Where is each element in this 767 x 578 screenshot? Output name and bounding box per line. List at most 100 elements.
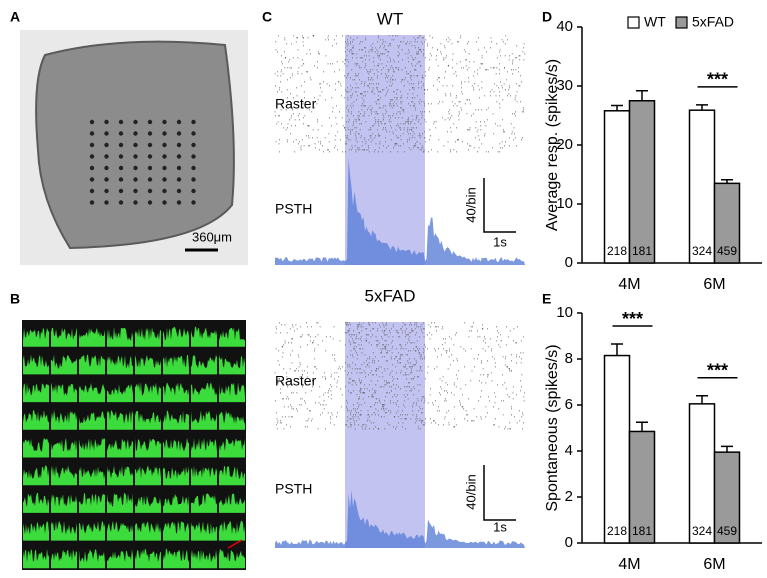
trace [135, 495, 161, 513]
trace [107, 383, 133, 403]
n-label: 324 [692, 244, 712, 258]
trace [135, 438, 161, 458]
error-bar [696, 395, 708, 404]
trace [51, 409, 77, 430]
trace [219, 520, 245, 541]
trace [23, 520, 49, 541]
electrode [191, 177, 196, 182]
electrode [104, 177, 109, 182]
trace [23, 492, 49, 513]
error-bar [611, 343, 623, 356]
trace [135, 465, 161, 486]
trace [107, 549, 133, 569]
trace [79, 327, 105, 347]
trace [163, 355, 189, 375]
bar [688, 109, 716, 264]
electrode [118, 131, 124, 136]
electrode [118, 119, 124, 125]
electrode [118, 142, 124, 148]
bar [603, 354, 631, 544]
trace [51, 437, 77, 458]
trace [107, 465, 133, 486]
trace [163, 437, 189, 458]
electrode [147, 188, 153, 194]
electrode [162, 142, 167, 148]
trace [219, 382, 245, 403]
bar [688, 403, 716, 544]
trace [107, 493, 133, 513]
y-tick-label: 10 [556, 195, 573, 212]
bar [713, 451, 741, 544]
panel-label: D [542, 9, 552, 25]
electrode [147, 200, 153, 205]
electrode [118, 188, 124, 194]
y-tick-label: 40 [556, 18, 573, 35]
trace [135, 355, 161, 375]
raster-ticks [274, 322, 525, 430]
trace [23, 354, 49, 375]
electrode [191, 131, 196, 136]
panel-label: A [10, 9, 20, 25]
electrode [118, 200, 124, 205]
significance-label: *** [622, 309, 643, 329]
trace [219, 438, 245, 458]
trace [191, 382, 217, 403]
trace [107, 355, 133, 375]
error-bar [721, 179, 733, 184]
y-axis-label: Average resp. (spikes/s) [544, 59, 561, 231]
trace [163, 520, 189, 541]
significance-label: *** [707, 361, 728, 381]
y-tick-label: 4 [565, 442, 573, 459]
electrode [104, 142, 109, 148]
electrode [133, 200, 138, 205]
trace [79, 411, 105, 430]
electrode [89, 200, 95, 205]
psth-label: PSTH [275, 481, 312, 497]
electrode [162, 188, 167, 194]
trace [23, 548, 49, 569]
electrode [162, 165, 167, 171]
electrode [104, 165, 109, 171]
scale-bar-label: 360μm [192, 229, 232, 244]
trace [79, 438, 105, 458]
raster-plots [274, 35, 526, 548]
legend-label: 5xFAD [692, 14, 734, 30]
y-tick-label: 20 [556, 136, 573, 153]
trace [51, 520, 77, 541]
panel-label: B [10, 291, 20, 307]
condition-title: 5xFAD [364, 286, 415, 305]
trace [191, 410, 217, 430]
raster-ticks [274, 35, 526, 153]
stimulus-window [345, 322, 425, 548]
n-label: 459 [717, 244, 737, 258]
trace [135, 548, 161, 569]
y-axis-label: Spontaneous (spikes/s) [544, 344, 561, 511]
trace [107, 326, 133, 347]
electrode [118, 154, 124, 159]
trace [191, 493, 217, 513]
electrode [104, 154, 109, 159]
trace [51, 549, 77, 569]
trace [219, 465, 245, 486]
error-bar [721, 445, 733, 453]
electrode [162, 119, 167, 125]
error-bar [636, 89, 648, 101]
electrode [147, 177, 153, 182]
electrode [162, 200, 167, 205]
n-label: 324 [692, 524, 712, 538]
significance-label: *** [707, 70, 728, 90]
electrode [133, 188, 138, 194]
electrode [89, 177, 95, 182]
trace [79, 354, 105, 375]
trace [163, 466, 189, 486]
n-label: 181 [632, 524, 652, 538]
x-tick-label: 4M [618, 556, 640, 573]
electrode [133, 165, 138, 171]
condition-title: WT [377, 9, 403, 28]
electrode-traces [22, 320, 246, 570]
electrode [133, 131, 138, 136]
scale-bar [483, 465, 516, 521]
electrode [191, 142, 196, 148]
scale-label: 1s [493, 519, 507, 534]
